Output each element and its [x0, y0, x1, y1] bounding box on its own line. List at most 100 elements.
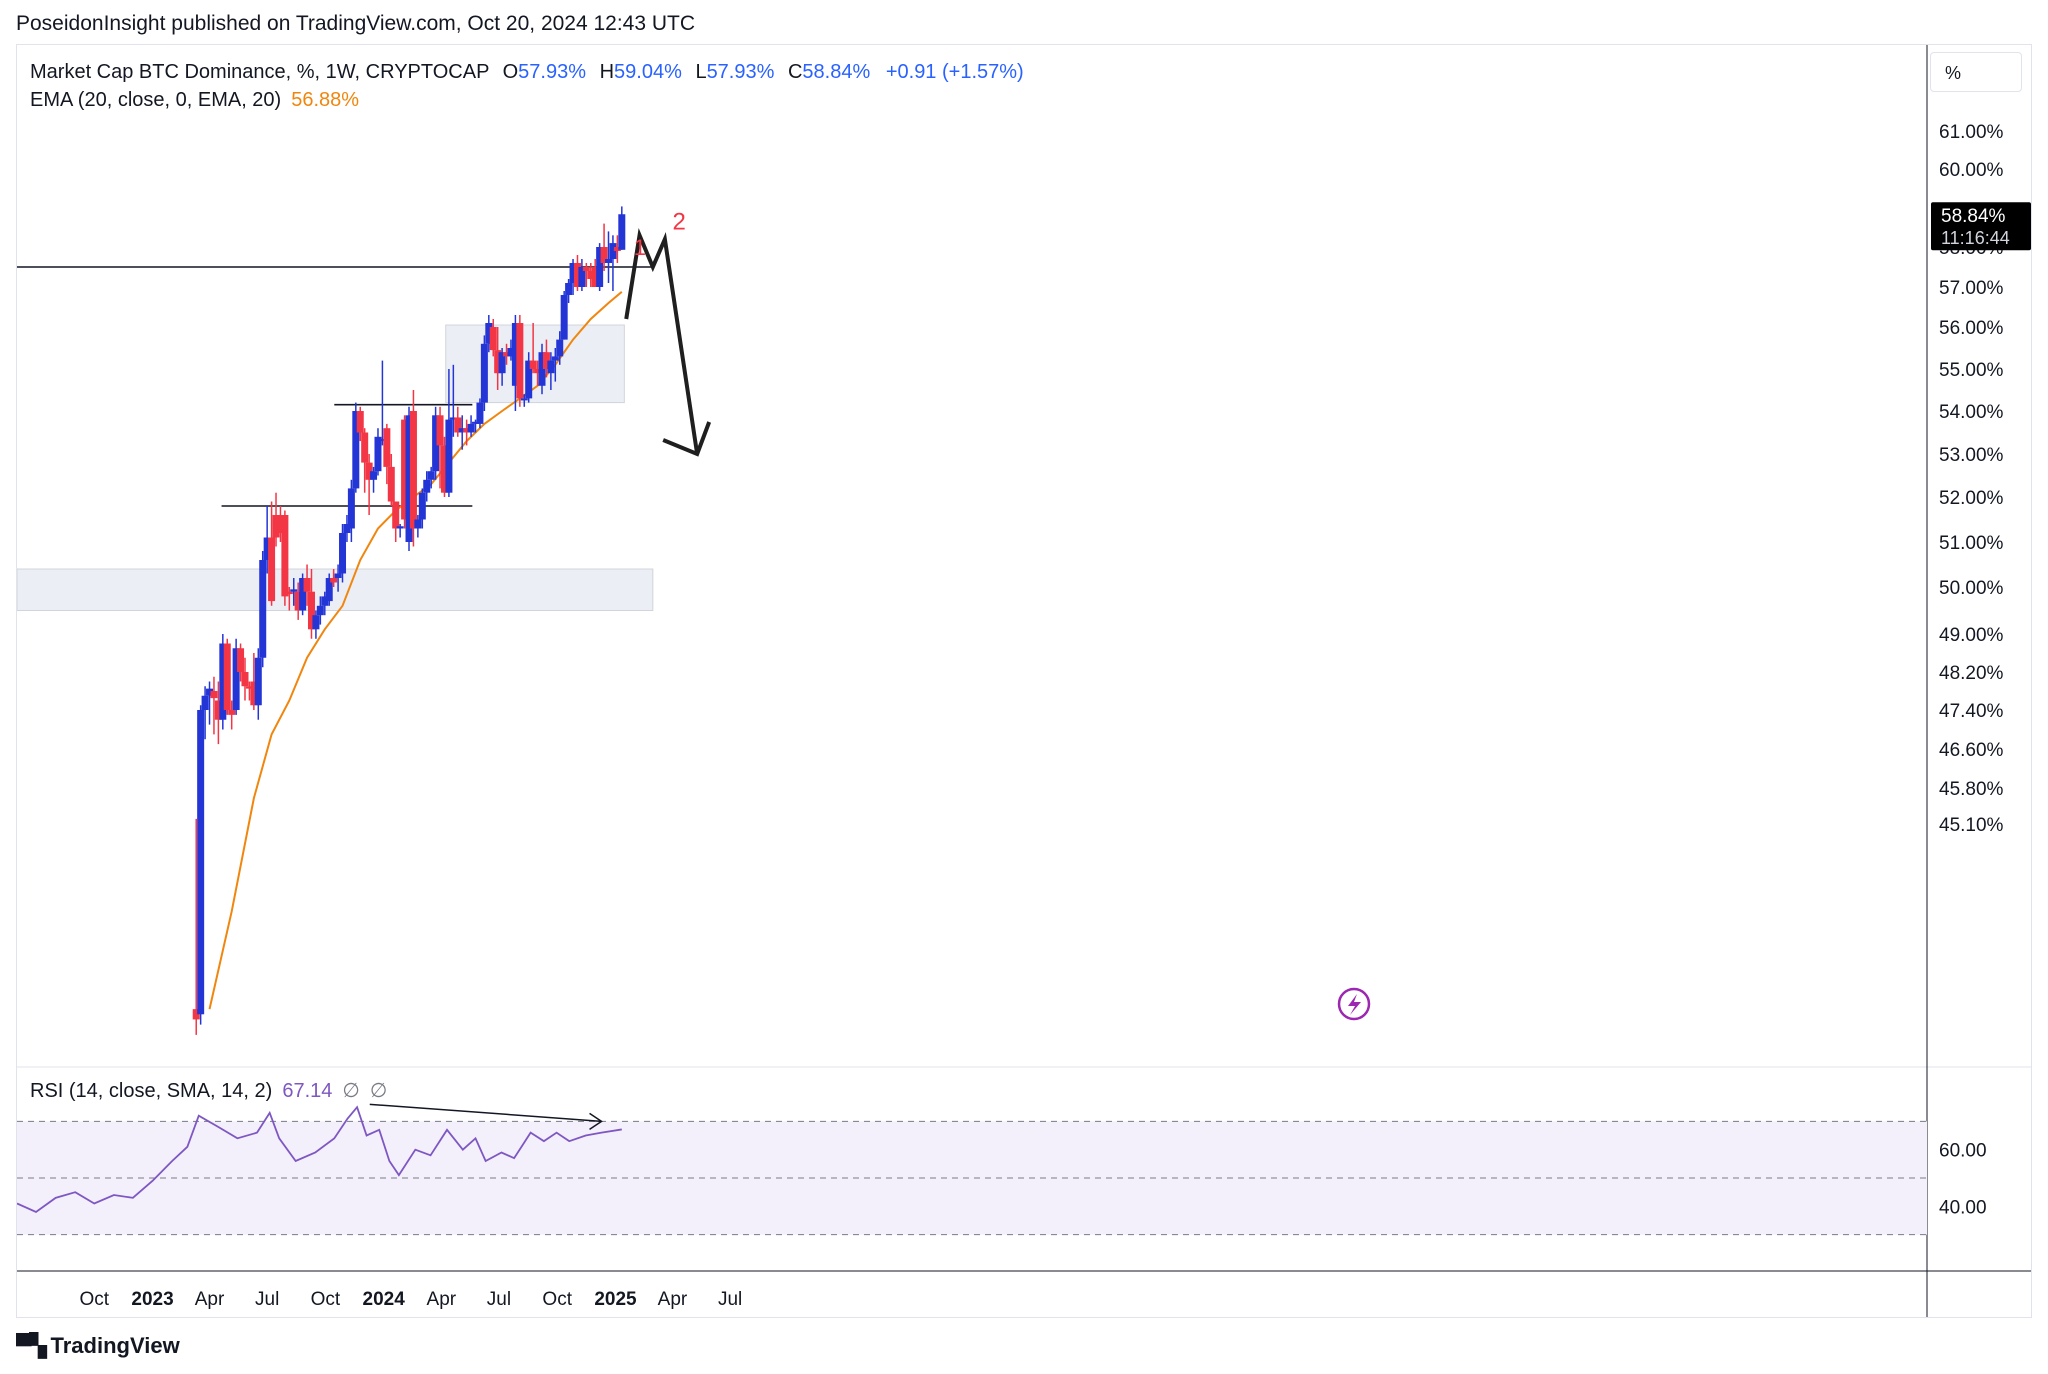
- ema-legend-label[interactable]: EMA (20, close, 0, EMA, 20): [30, 89, 282, 111]
- open-label: O: [502, 61, 519, 83]
- candle-body: [214, 700, 222, 720]
- candle-body: [378, 438, 386, 442]
- footer-brand[interactable]: ▀▚ TradingView: [16, 1333, 180, 1359]
- candle-body: [299, 578, 307, 611]
- candle-body: [467, 423, 475, 433]
- candle-body: [330, 578, 338, 583]
- candle-body: [556, 339, 564, 357]
- candle-body: [316, 605, 324, 616]
- candle-body: [294, 591, 302, 611]
- price-tick-label: 52.00%: [1939, 488, 2004, 509]
- price-tick-label: 51.00%: [1939, 533, 2004, 554]
- rsi-band-fill: [17, 1121, 1927, 1235]
- candle-body: [472, 421, 480, 424]
- candle-body: [206, 688, 214, 696]
- close-label: C: [787, 61, 803, 83]
- empty-set-icon: ∅: [342, 1080, 360, 1102]
- candle-body: [511, 323, 519, 386]
- candle-body: [591, 267, 599, 287]
- open-value: 57.93%: [518, 61, 587, 83]
- time-tick-label: Jul: [255, 1289, 279, 1310]
- candle-body: [365, 462, 373, 480]
- candle-body: [418, 492, 426, 520]
- candle-body: [516, 323, 524, 399]
- candle-body: [334, 573, 342, 578]
- rsi-tick-label: 40.00: [1939, 1197, 1987, 1218]
- candle-body: [560, 295, 568, 340]
- chart-canvas[interactable]: 1261.00%60.00%58.00%57.00%56.00%55.00%54…: [16, 45, 2031, 1317]
- candle-body: [578, 267, 586, 287]
- symbol-title[interactable]: Market Cap BTC Dominance, %, 1W, CRYPTOC…: [30, 61, 490, 83]
- high-label: H: [599, 61, 615, 83]
- candle-body: [587, 271, 595, 279]
- candle-body: [573, 263, 581, 287]
- time-tick-label: Apr: [658, 1289, 688, 1310]
- candle-body: [232, 648, 240, 710]
- low-value: 57.93%: [706, 61, 775, 83]
- change-value: +0.91 (+1.57%): [885, 61, 1024, 83]
- candle-body: [210, 691, 218, 699]
- candle-body: [476, 402, 484, 424]
- candle-body: [525, 360, 533, 399]
- candle-body: [409, 411, 417, 529]
- candle-body: [440, 445, 448, 493]
- candle-body: [401, 419, 409, 520]
- rsi-divergence-arrowhead: [589, 1112, 603, 1130]
- time-tick-label: Jul: [487, 1289, 511, 1310]
- candle-body: [423, 479, 431, 493]
- candle-body: [339, 533, 347, 574]
- candle-body: [445, 419, 453, 493]
- lightning-icon: [1337, 987, 1371, 1021]
- candle-body: [321, 596, 329, 606]
- candle-body: [201, 695, 209, 710]
- candle-body: [396, 526, 404, 529]
- candle-body: [605, 259, 613, 263]
- chart-container[interactable]: 1261.00%60.00%58.00%57.00%56.00%55.00%54…: [16, 44, 2032, 1318]
- last-price-value: 58.84%: [1941, 206, 2006, 227]
- candle-body: [449, 417, 457, 420]
- candle-body: [325, 578, 333, 602]
- price-tick-label: 57.00%: [1939, 278, 2004, 299]
- candle-body: [223, 643, 231, 710]
- candle-body: [542, 352, 550, 369]
- candle-body: [569, 263, 577, 283]
- candle-body: [374, 436, 382, 472]
- lightning-icon: [1348, 994, 1361, 1015]
- empty-set-icon: ∅: [369, 1080, 388, 1102]
- candle-body: [361, 432, 369, 463]
- candle-body: [529, 360, 537, 369]
- candle-body: [392, 501, 400, 529]
- candle-body: [609, 243, 617, 259]
- close-value: 58.84%: [802, 61, 871, 83]
- candle-body: [285, 591, 293, 595]
- candle-body: [463, 428, 471, 433]
- candle-body: [547, 360, 555, 374]
- publisher-caption: PoseidonInsight published on TradingView…: [16, 12, 696, 35]
- bar-countdown: 11:16:44: [1941, 228, 2010, 248]
- candle-body: [480, 343, 488, 403]
- candle-body: [312, 615, 320, 630]
- tradingview-logo-icon: ▀▚: [16, 1333, 46, 1358]
- candle-body: [276, 515, 284, 533]
- price-legend: Market Cap BTC Dominance, %, 1W, CRYPTOC…: [30, 58, 1024, 114]
- candle-body: [237, 648, 245, 672]
- price-tick-label: 56.00%: [1939, 318, 2004, 339]
- rsi-legend-label[interactable]: RSI (14, close, SMA, 14, 2): [30, 1080, 273, 1102]
- candle-body: [228, 710, 236, 715]
- candle-body: [259, 560, 267, 658]
- candle-body: [197, 710, 205, 1015]
- rsi-divergence-line: [369, 1103, 602, 1123]
- candle-body: [263, 537, 271, 560]
- candle-body: [618, 214, 626, 250]
- candle-body: [192, 1009, 200, 1020]
- price-scale-unit-button[interactable]: %: [1930, 52, 2022, 92]
- price-tick-label: 60.00%: [1939, 160, 2004, 181]
- candle-body: [427, 471, 435, 480]
- candle-body: [494, 350, 502, 374]
- rsi-tick-label: 60.00: [1939, 1141, 1987, 1162]
- low-label: L: [695, 61, 707, 83]
- candle-body: [387, 466, 395, 502]
- price-tick-label: 50.00%: [1939, 578, 2004, 599]
- candle-body: [582, 267, 590, 271]
- time-tick-label: 2024: [363, 1289, 406, 1310]
